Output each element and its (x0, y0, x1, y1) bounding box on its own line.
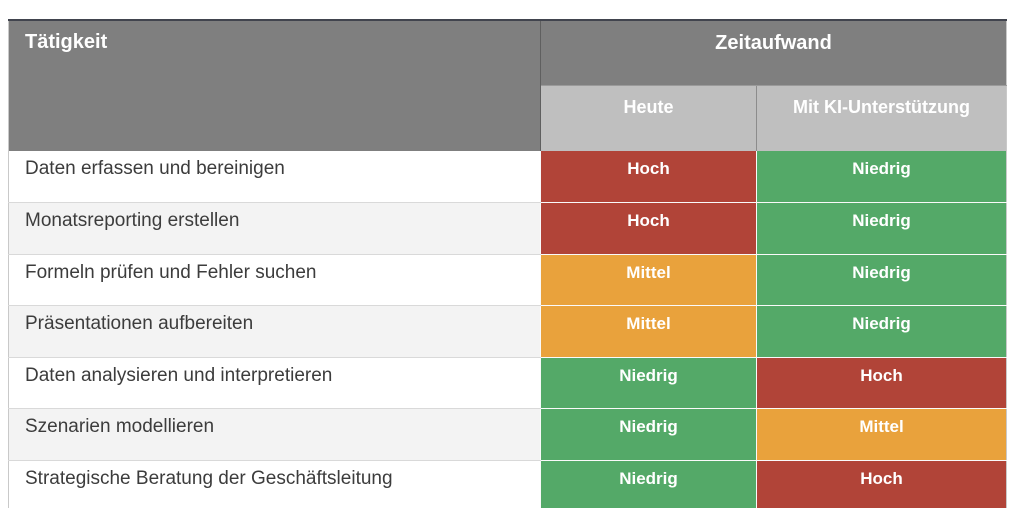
table-row: Szenarien modellieren Niedrig Mittel (8, 408, 1007, 461)
table-row: Daten erfassen und bereinigen Hoch Niedr… (8, 151, 1007, 203)
level-cell-mit-ki: Hoch (755, 357, 1007, 409)
table-header: Tätigkeit Zeitaufwand Heute Mit KI-Unter… (8, 20, 1007, 151)
level-cell-heute: Hoch (540, 202, 757, 255)
level-cell-mit-ki: Niedrig (755, 254, 1007, 306)
task-cell: Szenarien modellieren (8, 408, 541, 461)
table-row: Formeln prüfen und Fehler suchen Mittel … (8, 254, 1007, 306)
effort-comparison-table: Tätigkeit Zeitaufwand Heute Mit KI-Unter… (8, 19, 1008, 508)
header-row-group: Tätigkeit Zeitaufwand (8, 20, 1007, 151)
task-cell: Monatsreporting erstellen (8, 202, 541, 255)
level-cell-heute: Mittel (540, 305, 757, 358)
level-cell-mit-ki: Niedrig (755, 305, 1007, 358)
table-body: Daten erfassen und bereinigen Hoch Niedr… (8, 151, 1007, 508)
table-row: Präsentationen aufbereiten Mittel Niedri… (8, 305, 1007, 358)
level-cell-mit-ki: Mittel (755, 408, 1007, 461)
level-cell-heute: Niedrig (540, 408, 757, 461)
task-cell: Formeln prüfen und Fehler suchen (8, 254, 541, 306)
level-cell-mit-ki: Niedrig (755, 151, 1007, 203)
level-cell-mit-ki: Niedrig (755, 202, 1007, 255)
table-row: Monatsreporting erstellen Hoch Niedrig (8, 202, 1007, 255)
level-cell-mit-ki: Hoch (755, 460, 1007, 508)
column-header-mit-ki-unterstuetzung: Mit KI-Unterstützung (755, 85, 1007, 151)
task-cell: Daten analysieren und interpretieren (8, 357, 541, 409)
task-cell: Präsentationen aufbereiten (8, 305, 541, 358)
header-row-sub: Heute Mit KI-Unterstützung (9, 85, 1007, 151)
level-cell-heute: Niedrig (540, 357, 757, 409)
table-row: Strategische Beratung der Geschäftsleitu… (8, 460, 1007, 508)
task-cell: Daten erfassen und bereinigen (8, 151, 541, 203)
task-cell: Strategische Beratung der Geschäftsleitu… (8, 460, 541, 508)
level-cell-heute: Hoch (540, 151, 757, 203)
table-row: Daten analysieren und interpretieren Nie… (8, 357, 1007, 409)
level-cell-heute: Niedrig (540, 460, 757, 508)
column-header-heute: Heute (540, 85, 757, 151)
level-cell-heute: Mittel (540, 254, 757, 306)
column-header-taetigkeit: Tätigkeit (8, 20, 541, 151)
column-group-header-zeitaufwand: Zeitaufwand (540, 20, 1007, 86)
